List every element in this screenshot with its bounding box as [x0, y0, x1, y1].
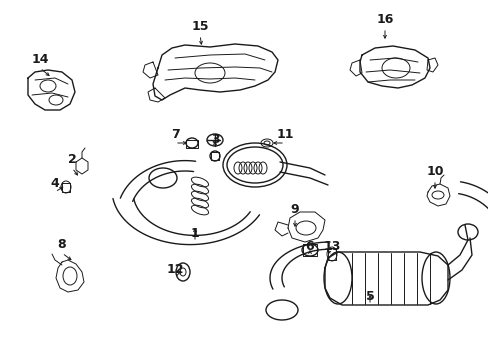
- Text: 10: 10: [426, 165, 443, 178]
- Text: 12: 12: [166, 263, 183, 276]
- Text: 13: 13: [323, 240, 340, 253]
- Text: 7: 7: [170, 128, 179, 141]
- Text: 16: 16: [376, 13, 393, 26]
- Text: 5: 5: [365, 290, 374, 303]
- Text: 8: 8: [58, 238, 66, 251]
- Text: 3: 3: [210, 133, 219, 146]
- Text: 14: 14: [31, 53, 49, 66]
- Text: 2: 2: [67, 153, 76, 166]
- Text: 15: 15: [191, 20, 208, 33]
- Text: 11: 11: [276, 128, 293, 141]
- Text: 4: 4: [51, 177, 59, 190]
- Text: 6: 6: [305, 240, 314, 253]
- Text: 1: 1: [190, 227, 199, 240]
- Text: 9: 9: [290, 203, 299, 216]
